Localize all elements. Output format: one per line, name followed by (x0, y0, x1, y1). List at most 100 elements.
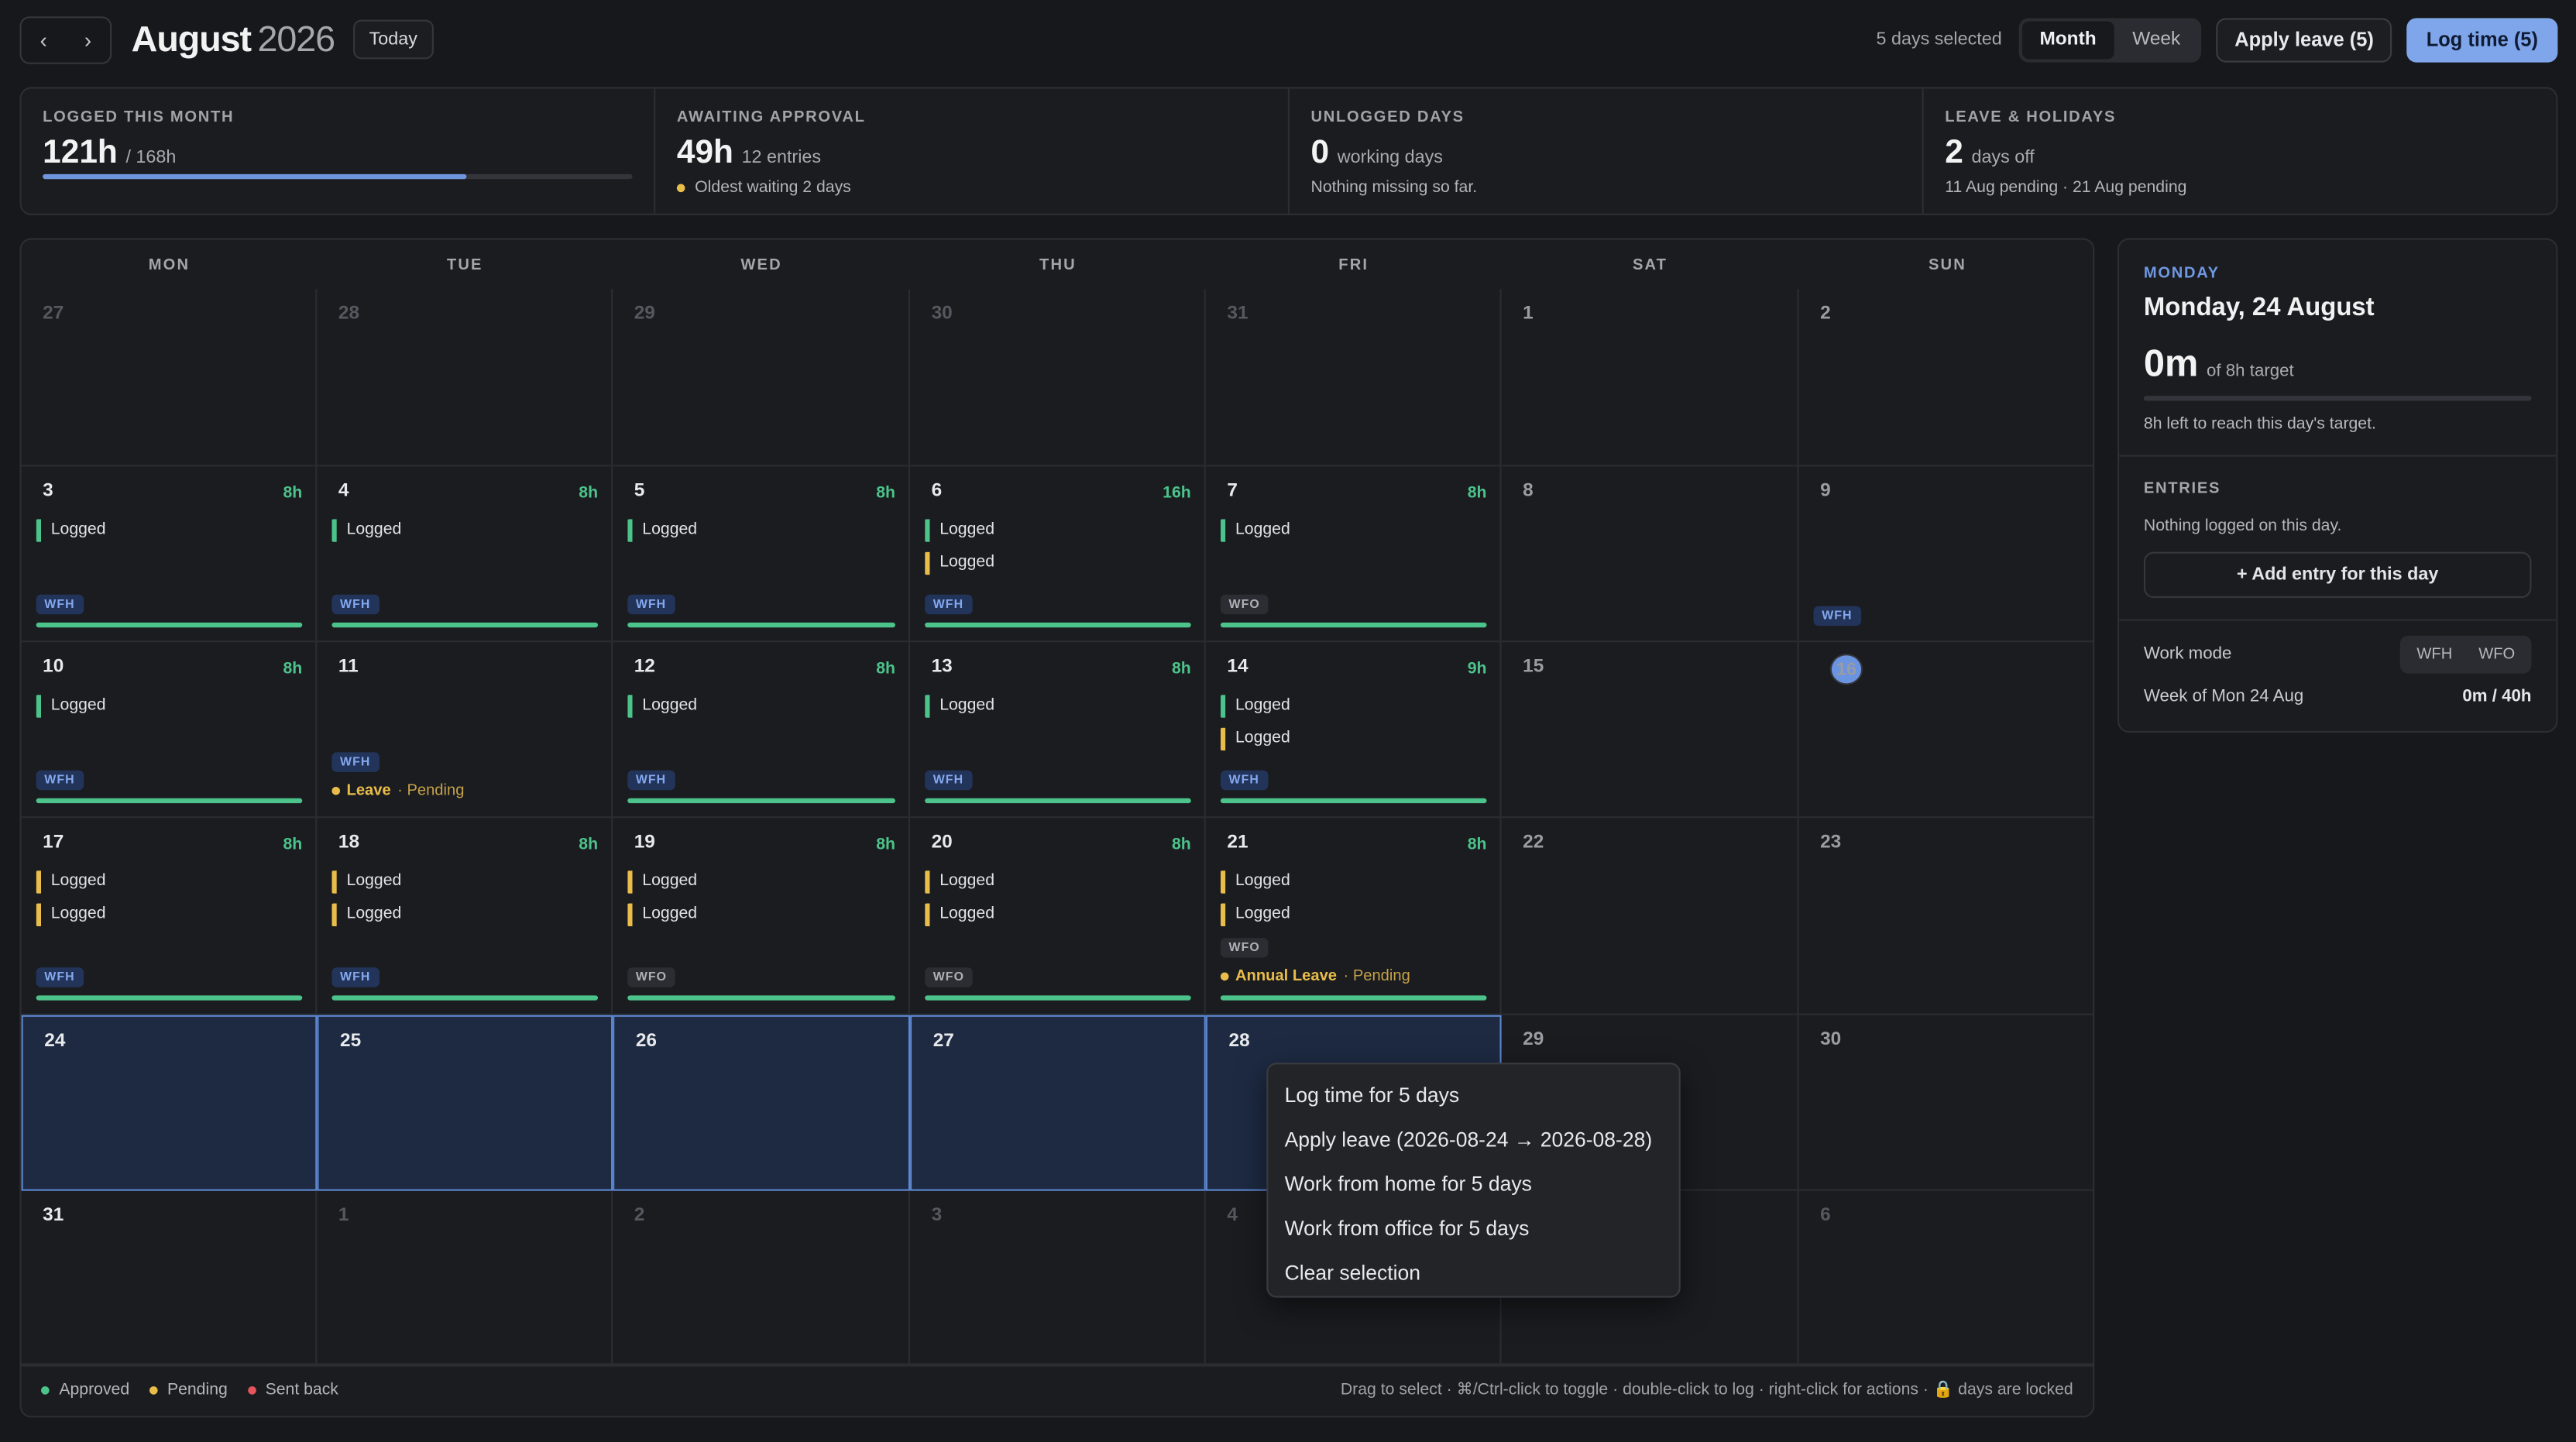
day-cell[interactable]: 6 (1798, 1191, 2093, 1367)
day-cell[interactable]: 31 (21, 1190, 318, 1367)
time-entry[interactable]: Logged (925, 903, 994, 927)
day-cell[interactable]: 27 (21, 289, 318, 467)
day-cell[interactable]: 16 (1798, 642, 2093, 819)
day-cell[interactable]: 5 8h Logged WFH (613, 466, 911, 643)
menu-work-from-office[interactable]: Work from office for 5 days (1284, 1216, 1530, 1240)
leave-entry[interactable]: Leave · Pending (331, 782, 464, 800)
day-cell[interactable]: 3 (910, 1190, 1206, 1367)
stat-logged: LOGGED THIS MONTH 121h / 168h (22, 88, 656, 214)
day-cell[interactable]: 23 (1798, 818, 2093, 1015)
day-cell[interactable]: 25 (317, 1015, 613, 1191)
chevron-right-icon[interactable]: › (84, 26, 92, 52)
pending-dot-icon (1220, 972, 1229, 981)
leave-entry[interactable]: Annual Leave · Pending (1220, 967, 1410, 986)
day-cell[interactable]: 21 8h Logged Logged WFO Annual Leave · Pending (1205, 818, 1502, 1015)
time-entry[interactable]: Logged (331, 903, 401, 927)
day-number: 12 (634, 657, 655, 677)
time-entry[interactable]: Logged (36, 519, 106, 542)
day-cell[interactable]: 26 (613, 1015, 911, 1191)
day-number: 2 (634, 1205, 645, 1226)
day-detail-panel: MONDAY Monday, 24 August 0m of 8h target… (2117, 238, 2558, 733)
menu-clear-selection[interactable]: Clear selection (1284, 1260, 1421, 1284)
time-entry[interactable]: Logged (925, 695, 994, 718)
menu-apply-leave[interactable]: Apply leave (2026-08-24 → 2026-08-28) (1284, 1128, 1653, 1151)
time-entry[interactable]: Logged (331, 519, 401, 542)
day-cell[interactable]: 13 8h Logged WFH (910, 642, 1206, 819)
time-entry[interactable]: Logged (1220, 903, 1290, 927)
time-entry[interactable]: Logged (1220, 870, 1290, 894)
work-mode-row: Work mode WFH WFO (2144, 634, 2532, 674)
add-entry-button[interactable]: + Add entry for this day (2143, 551, 2532, 599)
day-cell[interactable]: 2 (1798, 289, 2093, 467)
wfo-option[interactable]: WFO (2478, 644, 2516, 663)
time-entry[interactable]: Logged (36, 903, 106, 927)
stat-main: 49h 12 entries (677, 135, 1266, 173)
day-cell[interactable]: 30 (910, 289, 1206, 467)
day-cell[interactable]: 28 (317, 289, 613, 467)
day-progress-bar (627, 995, 895, 1001)
day-cell[interactable]: 11 WFH Leave · Pending (317, 642, 613, 819)
legend-approved: Approved (41, 1382, 129, 1399)
time-entry[interactable]: Logged (1220, 519, 1290, 542)
log-time-button[interactable]: Log time (5) (2406, 17, 2558, 62)
day-cell[interactable]: 12 8h Logged WFH (613, 642, 911, 819)
time-entry[interactable]: Logged (925, 551, 994, 575)
day-progress-bar (627, 622, 895, 628)
day-cell[interactable]: 22 (1501, 818, 1799, 1015)
day-progress-bar (36, 995, 303, 1001)
chevron-left-icon[interactable]: ‹ (39, 26, 47, 52)
time-entry[interactable]: Logged (925, 870, 994, 894)
day-cell[interactable]: 8 (1501, 466, 1799, 643)
view-week-button[interactable]: Week (2132, 29, 2181, 50)
day-number: 20 (931, 833, 953, 853)
day-cell[interactable]: 31 (1205, 289, 1502, 467)
day-cell[interactable]: 14 9h Logged Logged WFH (1205, 642, 1502, 819)
time-entry[interactable]: Logged (627, 870, 697, 894)
day-cell[interactable]: 1 (1501, 289, 1799, 467)
day-progress-bar (627, 798, 895, 804)
day-cell[interactable]: 4 8h Logged WFH (317, 466, 613, 643)
day-cell[interactable]: 7 8h Logged WFO (1205, 466, 1502, 643)
week-label: Week of Mon 24 Aug (2143, 686, 2304, 707)
day-cell[interactable]: 15 (1501, 642, 1799, 819)
detail-target: of 8h target (2207, 361, 2294, 382)
day-cell[interactable]: 30 (1798, 1015, 2093, 1191)
work-mode-badge: WFO (1220, 938, 1269, 958)
day-progress-bar (925, 995, 1191, 1001)
day-hours: 8h (579, 484, 599, 503)
day-cell[interactable]: 20 8h Logged Logged WFO (910, 818, 1206, 1015)
weekday-header: SUN (1928, 255, 1966, 274)
apply-leave-button[interactable]: Apply leave (5) (2216, 17, 2392, 62)
time-entry[interactable]: Logged (627, 519, 697, 542)
day-cell[interactable]: 3 8h Logged WFH (21, 466, 318, 643)
day-cell[interactable]: 27 (910, 1015, 1206, 1191)
menu-work-from-home[interactable]: Work from home for 5 days (1284, 1172, 1532, 1196)
day-cell[interactable]: 9 WFH (1798, 466, 2093, 643)
time-entry[interactable]: Logged (925, 519, 994, 542)
time-entry[interactable]: Logged (36, 695, 106, 718)
time-entry[interactable]: Logged (1220, 727, 1290, 751)
day-cell[interactable]: 17 8h Logged Logged WFH (21, 818, 318, 1015)
day-cell[interactable]: 18 8h Logged Logged WFH (317, 818, 613, 1015)
day-hours: 16h (1163, 484, 1191, 503)
time-entry[interactable]: Logged (1220, 695, 1290, 718)
day-cell[interactable]: 29 (613, 289, 911, 467)
detail-date: Monday, 24 August (2143, 294, 2375, 322)
stat-sub: 11 Aug pending · 21 Aug pending (1945, 179, 2187, 197)
work-mode-badge: WFH (925, 770, 972, 791)
time-entry[interactable]: Logged (627, 903, 697, 927)
day-cell[interactable]: 2 (613, 1190, 911, 1367)
day-cell[interactable]: 19 8h Logged Logged WFO (613, 818, 911, 1015)
menu-log-time[interactable]: Log time for 5 days (1284, 1083, 1460, 1107)
day-cell[interactable]: 6 16h Logged Logged WFH (910, 466, 1206, 643)
day-number: 29 (1523, 1029, 1544, 1050)
time-entry[interactable]: Logged (331, 870, 401, 894)
time-entry[interactable]: Logged (627, 695, 697, 718)
day-cell[interactable]: 1 (317, 1190, 613, 1367)
day-cell[interactable]: 10 8h Logged WFH (21, 642, 318, 819)
wfh-option[interactable]: WFH (2416, 644, 2453, 663)
day-cell[interactable]: 24 (21, 1015, 318, 1191)
today-button[interactable]: Today (352, 19, 434, 60)
view-month-button[interactable]: Month (2021, 20, 2114, 59)
time-entry[interactable]: Logged (36, 870, 106, 894)
